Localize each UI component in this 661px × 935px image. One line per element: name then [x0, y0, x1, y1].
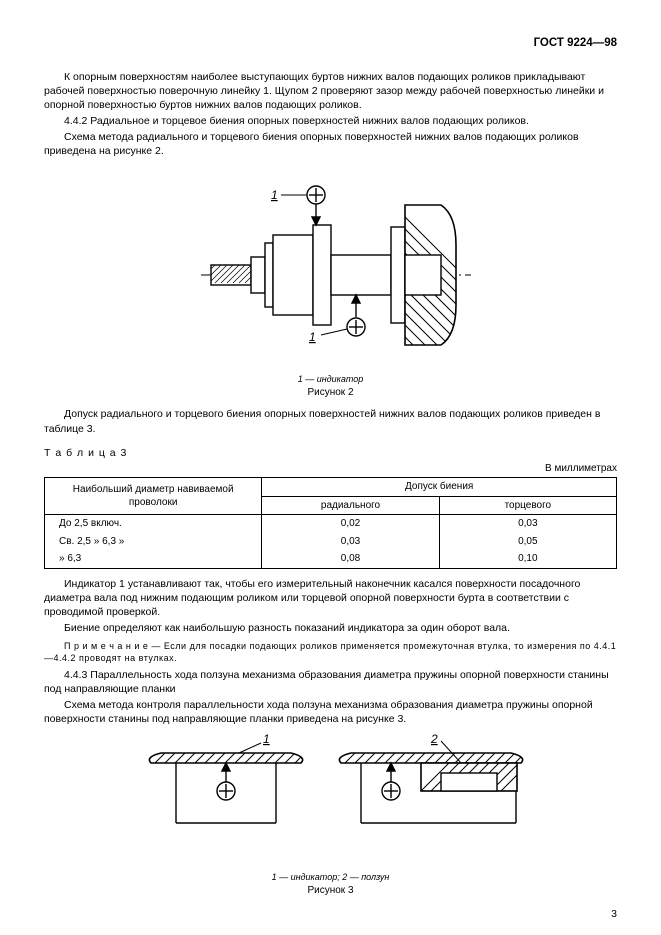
table-row: » 6,3: [45, 550, 262, 568]
paragraph-441-body: К опорным поверхностям наиболее выступаю…: [44, 70, 617, 113]
figure-3-caption: Рисунок 3: [44, 884, 617, 898]
table-cell: 0,03: [439, 515, 616, 533]
table-3-label: Т а б л и ц а 3: [44, 446, 617, 460]
note-1: П р и м е ч а н и е — Если для посадки п…: [44, 640, 617, 664]
svg-text:2: 2: [430, 733, 438, 746]
page: ГОСТ 9224—98 К опорным поверхностям наиб…: [0, 0, 661, 935]
paragraph-442-scheme: Схема метода радиального и торцевого бие…: [44, 130, 617, 158]
paragraph-443-head: 4.4.3 Параллельность хода ползуна механи…: [44, 668, 617, 696]
standard-header: ГОСТ 9224—98: [44, 36, 617, 52]
table-row: До 2,5 включ.: [45, 515, 262, 533]
table-cell: 0,08: [262, 550, 439, 568]
paragraph-tolerance: Допуск радиального и торцевого биения оп…: [44, 407, 617, 435]
paragraph-runout-def: Биение определяют как наибольшую разност…: [44, 621, 617, 635]
svg-text:1: 1: [263, 733, 270, 746]
figure-3-sub: 1 — индикатор; 2 — ползун: [44, 871, 617, 883]
paragraph-443-scheme: Схема метода контроля параллельности ход…: [44, 698, 617, 726]
figure-2-caption: Рисунок 2: [44, 386, 617, 400]
table-3: Наибольший диаметр навиваемой проволоки …: [44, 477, 617, 569]
table-cell: 0,03: [262, 533, 439, 551]
paragraph-indicator-setup: Индикатор 1 устанавливают так, чтобы его…: [44, 577, 617, 620]
table-3-unit: В миллиметрах: [44, 462, 617, 476]
figure-3: 1: [44, 733, 617, 867]
table-head-col1: Наибольший диаметр навиваемой проволоки: [45, 478, 262, 515]
table-cell: 0,10: [439, 550, 616, 568]
page-number: 3: [611, 907, 617, 921]
figure-2-sub: 1 — индикатор: [44, 373, 617, 385]
table-cell: 0,05: [439, 533, 616, 551]
svg-text:1: 1: [271, 188, 278, 202]
paragraph-442-head: 4.4.2 Радиальное и торцевое биения опорн…: [44, 114, 617, 128]
svg-text:1: 1: [309, 330, 316, 344]
table-head-radial: радиального: [262, 496, 439, 515]
table-cell: 0,02: [262, 515, 439, 533]
table-head-face: торцевого: [439, 496, 616, 515]
table-head-group: Допуск биения: [262, 478, 617, 497]
figure-2: 1 1: [44, 165, 617, 369]
table-row: Св. 2,5 » 6,3 »: [45, 533, 262, 551]
